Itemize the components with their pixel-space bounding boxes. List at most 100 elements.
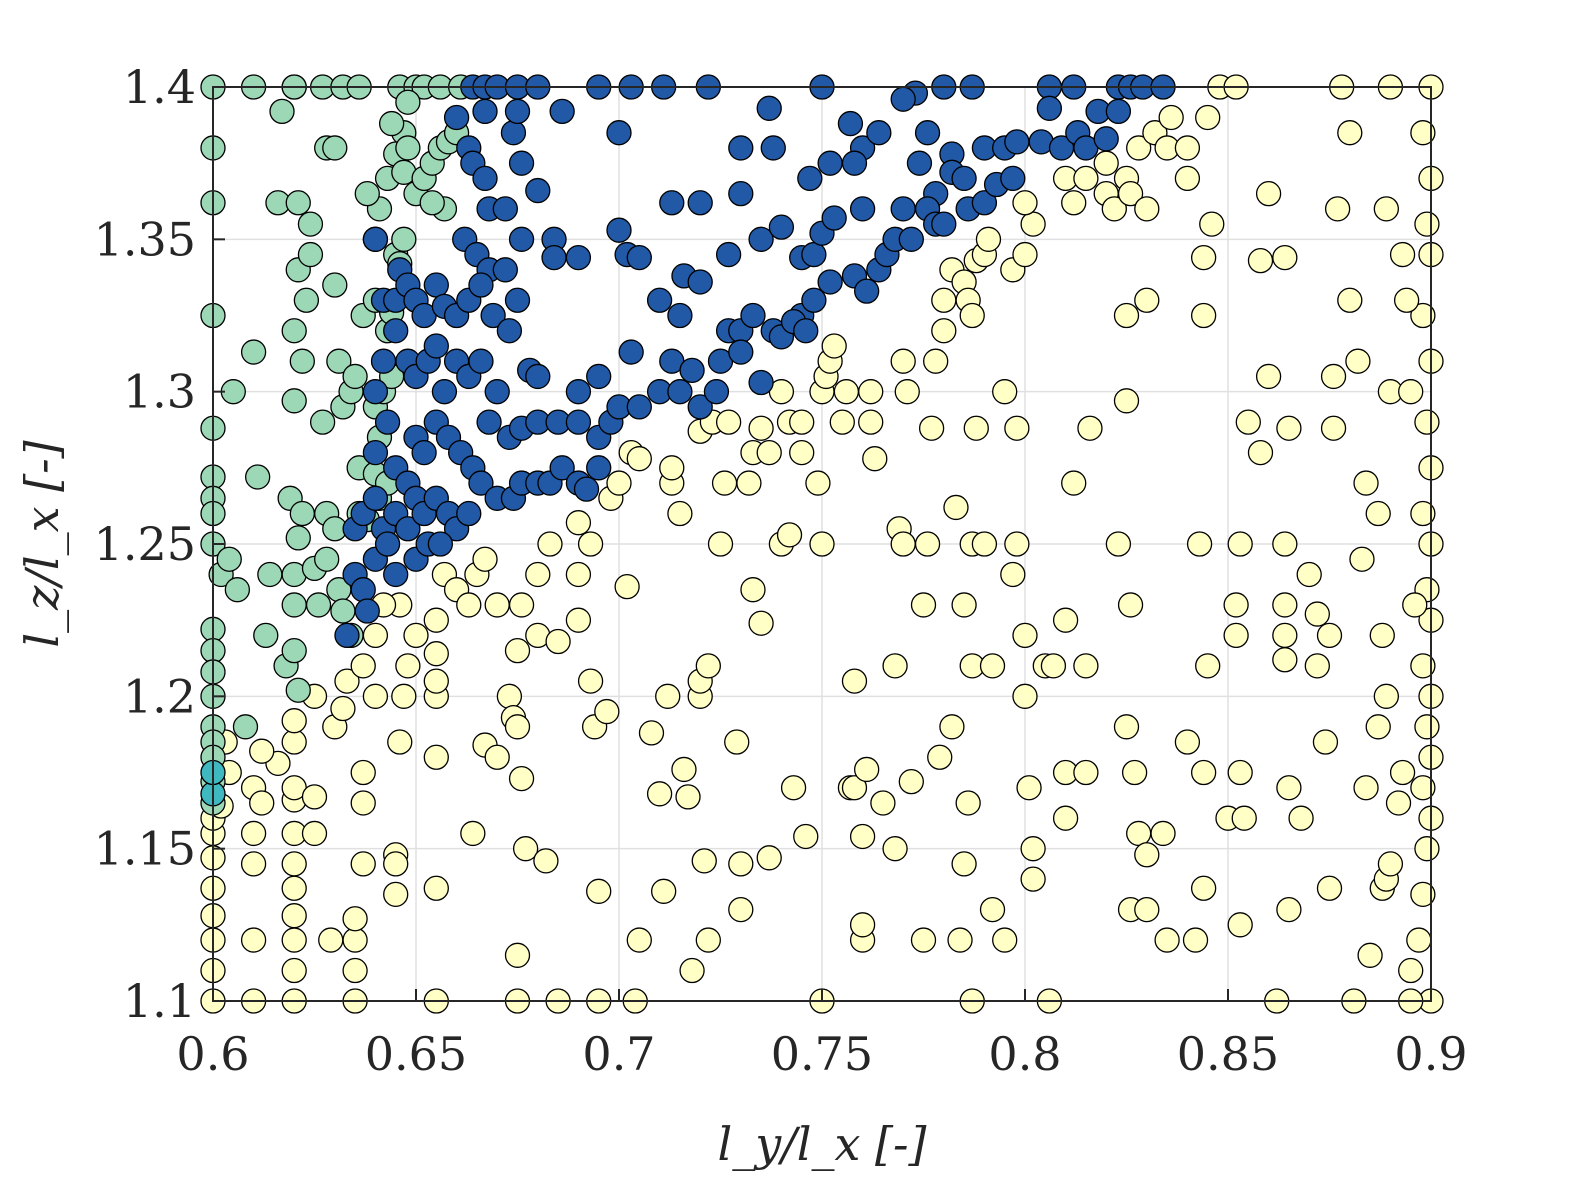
data-point (1158, 104, 1184, 131)
data-point (780, 775, 807, 801)
data-point (1357, 942, 1383, 968)
data-point (1227, 912, 1253, 938)
data-point (1052, 607, 1079, 633)
data-point (1190, 875, 1217, 901)
data-point (545, 628, 571, 655)
data-point (1195, 104, 1221, 131)
data-point (232, 714, 259, 740)
data-point (504, 942, 531, 968)
data-point (1134, 196, 1160, 222)
data-point (837, 110, 864, 137)
data-point (342, 927, 368, 953)
data-point (817, 150, 843, 176)
data-point (281, 851, 307, 877)
data-point (756, 845, 782, 871)
data-point (1349, 546, 1375, 572)
data-point (728, 135, 754, 161)
data-point (858, 379, 884, 405)
x-axis-ticks: 0.6 0.65 0.7 0.75 0.8 0.85 0.9 (176, 989, 1468, 1081)
data-point (687, 269, 713, 295)
data-point (1000, 165, 1026, 192)
data-point (1154, 927, 1180, 953)
data-point (931, 287, 957, 313)
data-point (809, 531, 835, 557)
data-point (383, 318, 409, 344)
data-point (728, 896, 754, 923)
data-point (476, 409, 502, 435)
data-point (667, 379, 693, 405)
data-point (468, 470, 494, 496)
data-point (504, 287, 531, 313)
data-point (269, 98, 295, 125)
data-point (342, 957, 368, 984)
data-point (1345, 348, 1371, 374)
data-point (508, 226, 535, 252)
data-point (918, 415, 945, 441)
data-point (334, 622, 360, 649)
data-point (374, 531, 401, 557)
data-point (508, 592, 535, 618)
data-point (577, 668, 604, 694)
data-point (293, 287, 320, 313)
data-point (1190, 759, 1217, 786)
data-point (240, 339, 267, 365)
data-point (651, 878, 677, 904)
data-point (943, 494, 969, 521)
data-point (1414, 211, 1440, 237)
data-point (1134, 896, 1160, 923)
data-point (724, 729, 750, 755)
data-point (1004, 129, 1030, 155)
data-point (858, 409, 884, 435)
y-tick-label: 1.35 (94, 212, 196, 266)
data-point (1316, 875, 1343, 901)
data-point (1320, 415, 1347, 441)
y-tick-label: 1.4 (123, 60, 196, 114)
data-point (841, 775, 868, 801)
data-point (659, 190, 685, 216)
data-point (427, 531, 454, 557)
data-point (1073, 165, 1099, 192)
data-point (1073, 759, 1099, 786)
data-point (1365, 714, 1391, 740)
data-point (748, 226, 774, 252)
data-point (748, 369, 774, 396)
y-axis-label: l_z/l_x [-] (15, 440, 69, 647)
x-tick-label: 0.6 (176, 1027, 249, 1081)
data-point (959, 302, 985, 329)
data-point (1272, 244, 1298, 271)
data-point (565, 510, 592, 536)
data-point (626, 244, 652, 271)
data-point (285, 190, 311, 216)
data-point (1410, 302, 1436, 329)
data-point (1012, 190, 1038, 216)
data-point (931, 211, 957, 237)
data-point (565, 561, 592, 588)
data-point (281, 875, 307, 901)
data-point (992, 927, 1018, 953)
data-point (1223, 592, 1249, 618)
data-point (281, 957, 307, 984)
data-point (285, 525, 311, 551)
data-point (931, 318, 957, 344)
data-point (354, 180, 380, 207)
data-point (326, 348, 352, 374)
data-point (1105, 531, 1132, 557)
data-point (979, 896, 1006, 923)
data-point (240, 927, 267, 953)
data-point (890, 86, 916, 112)
data-point (939, 714, 965, 740)
x-tick-label: 0.8 (988, 1027, 1061, 1081)
data-point (951, 592, 977, 618)
data-point (395, 135, 421, 161)
data-point (362, 226, 389, 252)
data-point (1276, 415, 1302, 441)
data-point (1272, 647, 1298, 673)
data-point (927, 744, 953, 770)
data-point (606, 217, 632, 243)
data-point (1093, 126, 1119, 152)
data-point (411, 439, 437, 466)
data-point (793, 318, 819, 344)
data-point (923, 348, 949, 374)
data-point (496, 683, 523, 709)
